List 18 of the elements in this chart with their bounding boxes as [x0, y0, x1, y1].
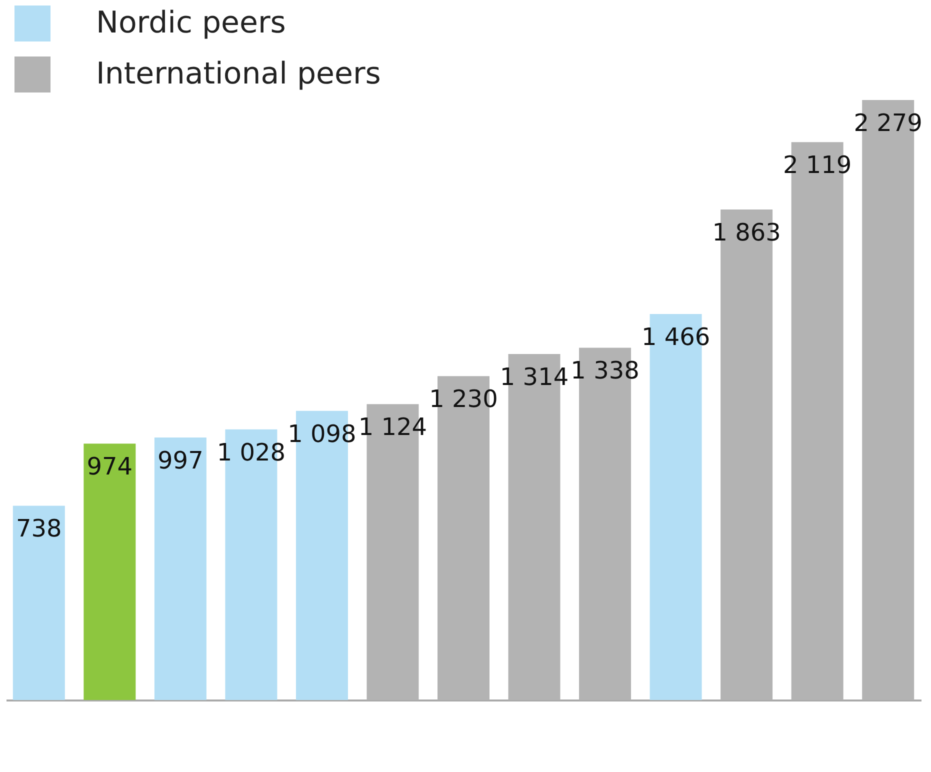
data-label: 1 314	[500, 363, 569, 392]
data-label: 1 230	[429, 385, 498, 414]
data-label: 1 338	[570, 356, 640, 385]
bar	[154, 438, 206, 700]
data-label: 974	[86, 452, 133, 481]
legend-label: International peers	[96, 56, 381, 92]
data-label: 1 028	[216, 438, 286, 466]
data-label: 1 863	[712, 218, 781, 247]
bar	[84, 444, 136, 700]
data-label: 738	[16, 514, 62, 543]
data-label: 1 124	[358, 413, 428, 442]
data-label: 2 279	[854, 109, 922, 137]
bar	[12, 506, 65, 700]
data-label: 2 119	[782, 151, 852, 180]
data-label: 1 466	[641, 323, 710, 352]
data-label: 1 098	[288, 420, 356, 448]
legend-label: Nordic peers	[96, 6, 286, 40]
data-label: 997	[158, 446, 204, 475]
